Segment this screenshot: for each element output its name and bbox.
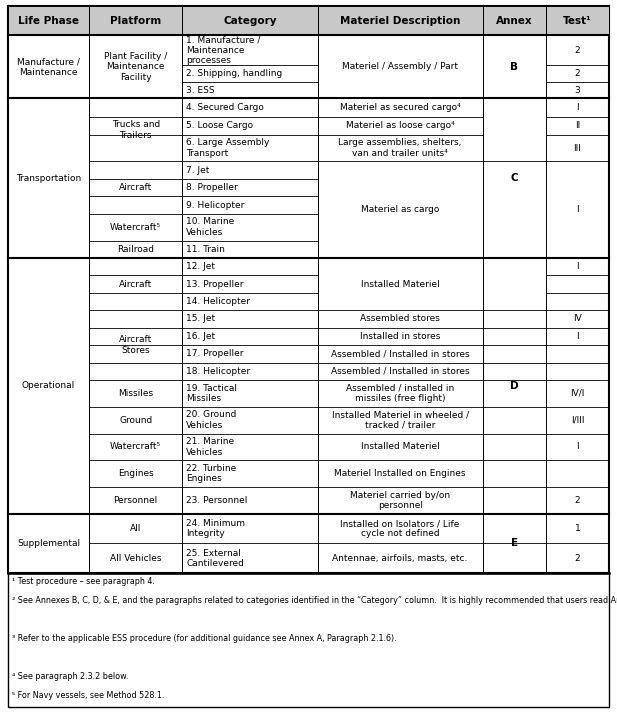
Text: Aircraft: Aircraft — [119, 183, 152, 192]
Text: Assembled / Installed in stores: Assembled / Installed in stores — [331, 350, 470, 358]
Text: C: C — [510, 173, 518, 183]
Bar — [8, 6, 609, 573]
Text: 2: 2 — [574, 69, 580, 78]
Text: 24. Minimum
Integrity: 24. Minimum Integrity — [186, 519, 246, 538]
Text: Antennae, airfoils, masts, etc.: Antennae, airfoils, masts, etc. — [333, 553, 468, 563]
Text: 2: 2 — [574, 553, 580, 563]
Text: Materiel as cargo: Materiel as cargo — [361, 205, 439, 214]
Text: Manufacture /
Maintenance: Manufacture / Maintenance — [17, 57, 80, 77]
Text: I: I — [576, 205, 579, 214]
Text: III: III — [574, 144, 581, 152]
Text: Aircraft
Stores: Aircraft Stores — [119, 335, 152, 355]
Text: Test¹: Test¹ — [563, 16, 592, 26]
Text: 9. Helicopter: 9. Helicopter — [186, 200, 245, 209]
Text: I: I — [576, 443, 579, 451]
Text: 16. Jet: 16. Jet — [186, 332, 215, 341]
Text: I: I — [576, 332, 579, 341]
Text: Materiel Installed on Engines: Materiel Installed on Engines — [334, 469, 466, 478]
Text: Ground: Ground — [119, 415, 152, 425]
Text: 1. Manufacture /
Maintenance
processes: 1. Manufacture / Maintenance processes — [186, 35, 260, 65]
Text: ⁵ For Navy vessels, see Method 528.1.: ⁵ For Navy vessels, see Method 528.1. — [12, 691, 164, 700]
Text: 21. Marine
Vehicles: 21. Marine Vehicles — [186, 438, 234, 457]
Text: 3: 3 — [574, 86, 581, 95]
Bar — [8, 573, 609, 707]
Bar — [8, 6, 89, 36]
Text: 17. Propeller: 17. Propeller — [186, 350, 244, 358]
Text: All Vehicles: All Vehicles — [110, 553, 162, 563]
Text: Engines: Engines — [118, 469, 154, 478]
Text: Large assemblies, shelters,
van and trailer units⁴: Large assemblies, shelters, van and trai… — [339, 139, 462, 158]
Text: 5. Loose Cargo: 5. Loose Cargo — [186, 122, 254, 130]
Text: Platform: Platform — [110, 16, 161, 26]
Text: Assembled stores: Assembled stores — [360, 315, 440, 323]
Text: Installed in stores: Installed in stores — [360, 332, 441, 341]
Text: 20. Ground
Vehicles: 20. Ground Vehicles — [186, 410, 237, 430]
Text: Materiel / Assembly / Part: Materiel / Assembly / Part — [342, 62, 458, 72]
Text: 2: 2 — [574, 496, 580, 505]
Text: II: II — [575, 122, 580, 130]
Text: ⁴ See paragraph 2.3.2 below.: ⁴ See paragraph 2.3.2 below. — [12, 672, 128, 681]
Text: Installed Materiel: Installed Materiel — [361, 280, 439, 289]
Text: 8. Propeller: 8. Propeller — [186, 183, 238, 192]
Text: Watercraft⁵: Watercraft⁵ — [110, 443, 161, 451]
Text: Personnel: Personnel — [114, 496, 158, 505]
Text: 18. Helicopter: 18. Helicopter — [186, 367, 251, 376]
Text: 19. Tactical
Missiles: 19. Tactical Missiles — [186, 384, 238, 403]
Text: Plant Facility /
Maintenance
Facility: Plant Facility / Maintenance Facility — [104, 52, 167, 82]
Text: Missiles: Missiles — [118, 389, 153, 398]
Bar — [182, 6, 318, 36]
Text: Transportation: Transportation — [16, 174, 81, 183]
Text: Category: Category — [223, 16, 276, 26]
Text: Installed Materiel: Installed Materiel — [361, 443, 439, 451]
Text: Railroad: Railroad — [117, 245, 154, 254]
Bar — [89, 6, 182, 36]
Text: Aircraft: Aircraft — [119, 280, 152, 289]
Bar — [318, 6, 482, 36]
Text: IV/I: IV/I — [570, 389, 585, 398]
Text: I/III: I/III — [571, 415, 584, 425]
Text: Annex: Annex — [496, 16, 532, 26]
Bar — [546, 6, 609, 36]
Text: Operational: Operational — [22, 382, 75, 390]
Bar — [482, 6, 546, 36]
Text: Installed on Isolators / Life
cycle not defined: Installed on Isolators / Life cycle not … — [341, 519, 460, 538]
Text: Materiel as secured cargo⁴: Materiel as secured cargo⁴ — [340, 104, 460, 112]
Text: E: E — [511, 538, 518, 548]
Text: 2. Shipping, handling: 2. Shipping, handling — [186, 69, 283, 78]
Text: Materiel as loose cargo⁴: Materiel as loose cargo⁴ — [346, 122, 455, 130]
Text: 15. Jet: 15. Jet — [186, 315, 215, 323]
Text: 2: 2 — [574, 46, 580, 55]
Text: Installed Materiel in wheeled /
tracked / trailer: Installed Materiel in wheeled / tracked … — [331, 410, 469, 430]
Text: Assembled / installed in
missiles (free flight): Assembled / installed in missiles (free … — [346, 384, 454, 403]
Text: 13. Propeller: 13. Propeller — [186, 280, 244, 289]
Text: ¹ Test procedure – see paragraph 4.: ¹ Test procedure – see paragraph 4. — [12, 577, 155, 586]
Text: 12. Jet: 12. Jet — [186, 262, 215, 271]
Text: 3. ESS: 3. ESS — [186, 86, 215, 95]
Text: 10. Marine
Vehicles: 10. Marine Vehicles — [186, 217, 234, 237]
Text: B: B — [510, 62, 518, 72]
Text: All: All — [130, 524, 141, 533]
Text: I: I — [576, 262, 579, 271]
Text: 11. Train: 11. Train — [186, 245, 225, 254]
Text: ² See Annexes B, C, D, & E, and the paragraphs related to categories identified : ² See Annexes B, C, D, & E, and the para… — [12, 596, 617, 605]
Text: Trucks and
Trailers: Trucks and Trailers — [112, 120, 160, 139]
Text: Assembled / Installed in stores: Assembled / Installed in stores — [331, 367, 470, 376]
Text: Materiel Description: Materiel Description — [340, 16, 460, 26]
Text: D: D — [510, 381, 519, 391]
Text: ³ Refer to the applicable ESS procedure (for additional guidance see Annex A, Pa: ³ Refer to the applicable ESS procedure … — [12, 634, 397, 643]
Text: Materiel carried by/on
personnel: Materiel carried by/on personnel — [350, 491, 450, 511]
Text: 7. Jet: 7. Jet — [186, 166, 210, 174]
Text: 22. Turbine
Engines: 22. Turbine Engines — [186, 464, 236, 483]
Text: 1: 1 — [574, 524, 581, 533]
Text: Life Phase: Life Phase — [18, 16, 79, 26]
Text: 14. Helicopter: 14. Helicopter — [186, 297, 251, 306]
Text: Watercraft⁵: Watercraft⁵ — [110, 222, 161, 232]
Text: 4. Secured Cargo: 4. Secured Cargo — [186, 104, 264, 112]
Text: 6. Large Assembly
Transport: 6. Large Assembly Transport — [186, 139, 270, 158]
Text: I: I — [576, 104, 579, 112]
Text: 25. External
Cantilevered: 25. External Cantilevered — [186, 548, 244, 568]
Text: IV: IV — [573, 315, 582, 323]
Text: Supplemental: Supplemental — [17, 539, 80, 548]
Text: 23. Personnel: 23. Personnel — [186, 496, 247, 505]
